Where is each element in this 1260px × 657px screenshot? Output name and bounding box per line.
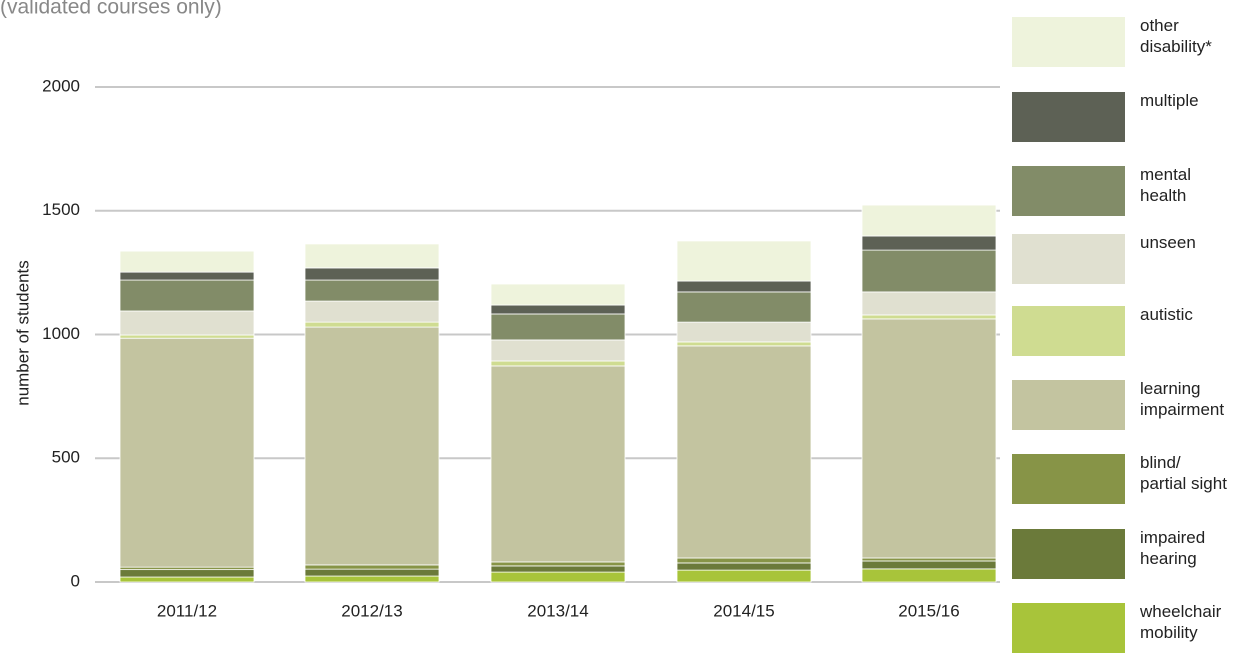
bar-segment — [304, 243, 440, 269]
bar-segment — [119, 279, 255, 312]
bar-segment — [676, 321, 812, 343]
bar-segment — [119, 337, 255, 568]
bar-segment — [861, 235, 997, 251]
bar-segment — [676, 291, 812, 323]
bar-segment — [304, 279, 440, 302]
bar-segment — [490, 565, 626, 573]
bar-segment — [304, 568, 440, 577]
y-tick-label: 1500 — [42, 200, 80, 219]
legend-label: wheelchair mobility — [1140, 602, 1222, 642]
y-axis-label: number of students — [13, 260, 32, 406]
bar-segment — [490, 571, 626, 583]
y-tick-label: 2000 — [42, 76, 80, 95]
bar-segment — [119, 310, 255, 336]
bar-segment — [490, 365, 626, 563]
bar-segment — [861, 318, 997, 559]
bar-segment — [119, 250, 255, 273]
legend-swatch — [1012, 166, 1125, 216]
bar-segment — [490, 561, 626, 567]
bar-segment — [490, 360, 626, 367]
bar-segment — [676, 240, 812, 282]
legend-label: unseen — [1140, 233, 1196, 252]
bar-segment — [861, 204, 997, 237]
bar-segment — [304, 564, 440, 570]
legend-swatch — [1012, 603, 1125, 653]
bar-segment — [490, 304, 626, 315]
bar-segment — [119, 334, 255, 339]
x-tick-label: 2012/13 — [341, 601, 402, 620]
bar-segment — [676, 562, 812, 571]
legend-label: blind/ partial sight — [1140, 453, 1227, 493]
legend-label: multiple — [1140, 91, 1199, 110]
legend-swatch — [1012, 380, 1125, 430]
bar-segment — [861, 249, 997, 293]
legend-swatch — [1012, 454, 1125, 504]
y-tick-label: 500 — [52, 448, 80, 467]
bar-segment — [861, 291, 997, 316]
legend-label: mental health — [1140, 165, 1192, 205]
x-tick-label: 2015/16 — [898, 601, 959, 620]
legend-swatch — [1012, 17, 1125, 67]
bar-segment — [304, 321, 440, 328]
bar-segment — [304, 267, 440, 281]
bar-segment — [119, 271, 255, 281]
bar-segment — [676, 345, 812, 559]
legend-label: learning impairment — [1140, 379, 1225, 419]
x-tick-label: 2013/14 — [527, 601, 588, 620]
bar-segment — [676, 557, 812, 564]
legend-label: impaired hearing — [1140, 528, 1206, 568]
bar-segment — [676, 280, 812, 293]
chart-subtitle: (validated courses only) — [0, 0, 222, 19]
legend-swatch — [1012, 306, 1125, 356]
bar-segment — [119, 569, 255, 578]
legend-label: other disability* — [1140, 16, 1212, 56]
bar-segment — [119, 576, 255, 583]
bar-segment — [490, 339, 626, 362]
x-tick-label: 2011/12 — [157, 601, 217, 620]
bar-segment — [676, 569, 812, 583]
y-tick-label: 1000 — [42, 324, 80, 343]
bar-segment — [490, 313, 626, 341]
legend-label: autistic — [1140, 305, 1193, 324]
bar-segment — [861, 314, 997, 320]
bar-segment — [861, 557, 997, 562]
y-tick-label: 0 — [71, 571, 80, 590]
bar-segment — [304, 326, 440, 566]
bar-segment — [304, 300, 440, 323]
x-tick-label: 2014/15 — [713, 601, 774, 620]
legend-swatch — [1012, 92, 1125, 142]
legend-swatch — [1012, 529, 1125, 579]
bar-segment — [490, 283, 626, 306]
bar-segment — [861, 568, 997, 583]
legend-swatch — [1012, 234, 1125, 284]
bar-segment — [676, 341, 812, 347]
bar-segment — [304, 575, 440, 583]
bar-segment — [861, 560, 997, 570]
